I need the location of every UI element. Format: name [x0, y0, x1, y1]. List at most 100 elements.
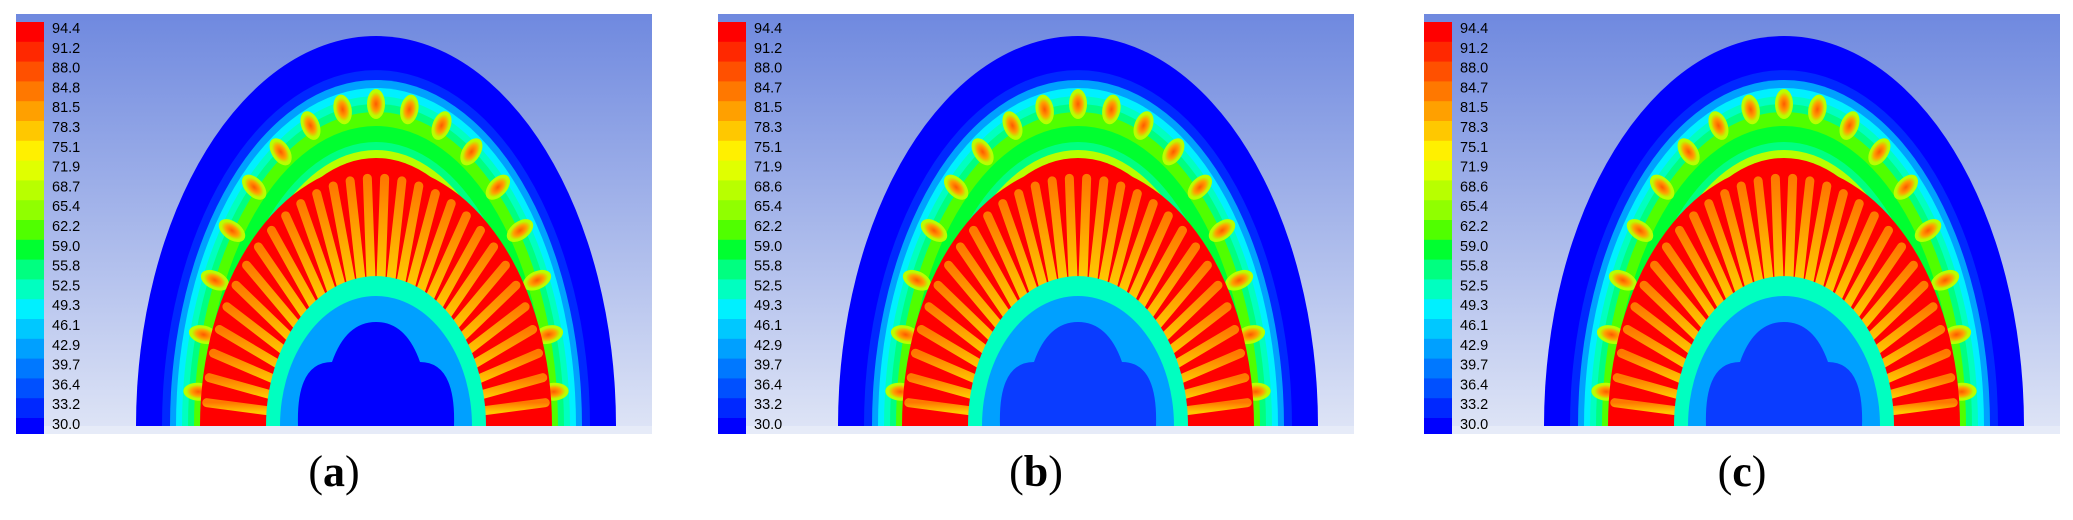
legend-swatch	[718, 279, 746, 300]
rotor-tooth	[1720, 189, 1754, 290]
rotor-tooth	[1169, 348, 1246, 387]
legend-swatch	[1424, 398, 1452, 419]
legend-swatch	[718, 81, 746, 102]
legend-tick-label: 75.1	[754, 140, 782, 156]
legend-swatch	[16, 358, 44, 379]
legend-tick-label: 55.8	[52, 259, 80, 275]
legend-swatch	[718, 101, 746, 122]
legend-tick-label: 55.8	[754, 259, 782, 275]
legend-swatch	[16, 259, 44, 280]
legend-tick-label: 46.1	[1460, 318, 1488, 334]
panel-b: 94.4 91.2 88.0 84.7 81.5 78.3 75.1 71.9 68.6 65.4…	[718, 14, 1354, 434]
caption-open: (	[1009, 447, 1024, 496]
stator-slot	[1914, 219, 1942, 242]
rotor-tooth	[998, 199, 1039, 296]
legend-tick-label: 78.3	[52, 120, 80, 136]
rotor-tooth	[1098, 181, 1126, 286]
legend-swatch	[1424, 22, 1452, 43]
legend-tick-label: 46.1	[52, 318, 80, 334]
legend-swatch	[1424, 41, 1452, 63]
rotor-tooth	[1871, 324, 1946, 373]
rotor-tooth	[1630, 302, 1701, 359]
legend-tick-label: 36.4	[754, 377, 782, 393]
legend-swatch	[1424, 101, 1452, 122]
legend-tick-label: 30.0	[52, 417, 80, 433]
legend-tick-label: 68.7	[52, 179, 80, 195]
rotor-tooth	[1171, 373, 1250, 402]
stator-slot	[971, 138, 994, 166]
stator-slot	[1187, 174, 1213, 200]
rotor-tooth	[1047, 176, 1068, 283]
legend-tick-label: 49.3	[754, 298, 782, 314]
legend-tick-label: 81.5	[52, 100, 80, 116]
rotor-tooth	[1612, 373, 1691, 402]
rotor-tooth	[415, 199, 456, 296]
rotor-tooth	[1155, 280, 1223, 346]
legend-swatch	[718, 22, 746, 43]
caption-a: (a)	[16, 446, 652, 497]
rotor-tooth	[1639, 280, 1707, 346]
legend-swatch	[16, 418, 44, 434]
legend-tick-label: 39.7	[1460, 358, 1488, 374]
legend-swatch	[1424, 319, 1452, 340]
stator-slot	[333, 94, 352, 125]
legend-swatch	[16, 81, 44, 102]
legend-swatch	[1424, 81, 1452, 102]
stator-slot	[1868, 138, 1891, 166]
legend-swatch	[16, 279, 44, 300]
legend-swatch	[1424, 418, 1452, 434]
legend-tick-label: 78.3	[1460, 120, 1488, 136]
stator-slot	[188, 325, 219, 345]
legend-tick-label: 39.7	[754, 358, 782, 374]
legend-tick-label: 84.7	[754, 80, 782, 96]
legend-tick-label: 30.0	[1460, 417, 1488, 433]
rotor-tooth	[1142, 242, 1201, 323]
legend-tick-label: 88.0	[1460, 61, 1488, 77]
rotor-tooth	[1877, 373, 1956, 402]
rotor-tooth	[1088, 176, 1109, 283]
rotor-tooth	[447, 260, 510, 334]
legend-swatch	[718, 160, 746, 181]
stator-slot	[1224, 269, 1254, 291]
panel-c: 94.4 91.2 88.0 84.7 81.5 78.3 75.1 71.9 68.6 65.4…	[1424, 14, 2060, 434]
rotor-tooth	[1704, 199, 1745, 296]
legend-tick-label: 81.5	[754, 100, 782, 116]
legend-swatch	[16, 220, 44, 241]
panel-a: 94.4 91.2 88.0 84.8 81.5 78.3 75.1 71.9 68.7 65.4…	[16, 14, 652, 434]
legend-tick-label: 52.5	[754, 278, 782, 294]
legend-tick-label: 65.4	[754, 199, 782, 215]
legend-tick-label: 65.4	[1460, 199, 1488, 215]
rotor-tooth	[467, 348, 544, 387]
rotor-tooth	[1108, 189, 1142, 290]
rotor-tooth	[242, 260, 305, 334]
legend-tick-label: 49.3	[1460, 298, 1488, 314]
rotor-tooth	[1879, 398, 1958, 417]
legend-swatch	[16, 239, 44, 261]
stator-slot	[485, 174, 511, 200]
legend-tick-label: 33.2	[1460, 397, 1488, 413]
rotor-tooth	[463, 324, 538, 373]
legend-swatch	[1424, 279, 1452, 300]
legend-tick-label: 49.3	[52, 298, 80, 314]
rotor-tooth	[1165, 324, 1240, 373]
rotor-tooth	[1848, 242, 1907, 323]
caption-letter: c	[1732, 447, 1752, 496]
legend-swatch	[16, 41, 44, 63]
legend-tick-label: 46.1	[754, 318, 782, 334]
legend-swatch	[16, 22, 44, 43]
rotor-tooth	[214, 324, 289, 373]
stator-slot	[1069, 89, 1087, 119]
stator-slot	[1649, 174, 1675, 200]
rotor-tooth	[1784, 173, 1798, 281]
stator-slot	[218, 219, 246, 242]
rotor-tooth	[933, 280, 1001, 346]
caption-letter: a	[323, 447, 345, 496]
rotor-tooth	[424, 211, 471, 304]
caption-b: (b)	[718, 446, 1354, 497]
legend-swatch	[718, 140, 746, 162]
rotor-tooth	[459, 302, 530, 359]
legend-tick-label: 88.0	[754, 61, 782, 77]
stator-slot	[400, 94, 419, 125]
legend-swatch	[718, 418, 746, 434]
rotor-tooth	[1173, 398, 1252, 417]
